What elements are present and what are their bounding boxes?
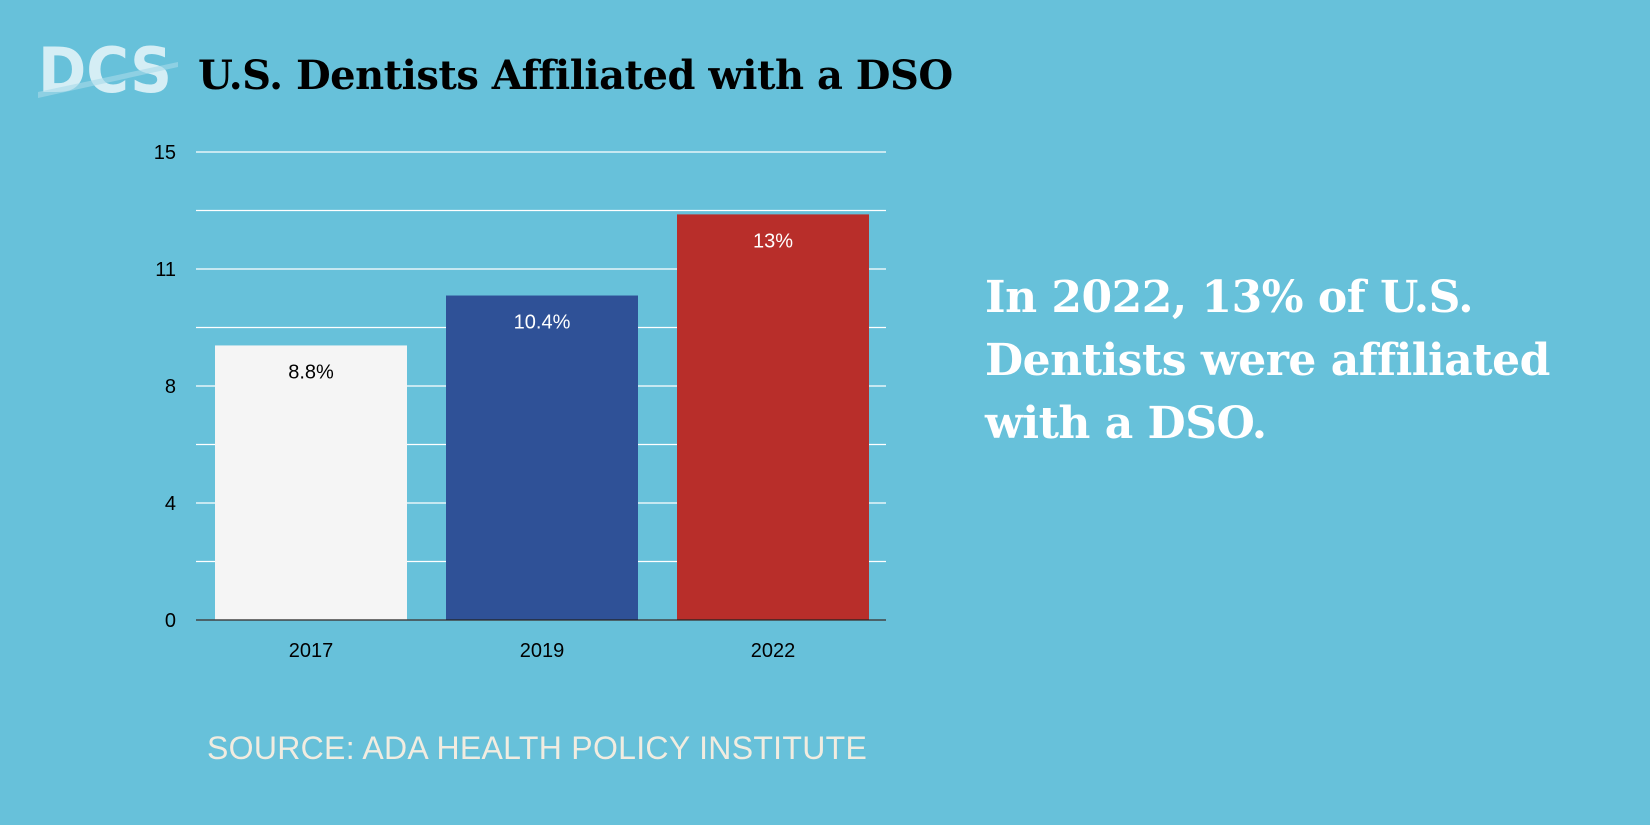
data-label-2019: 10.4% bbox=[514, 312, 571, 334]
source-note: SOURCE: ADA HEALTH POLICY INSTITUTE bbox=[207, 730, 868, 766]
chart-title: U.S. Dentists Affiliated with a DSO bbox=[198, 52, 953, 99]
y-tick-label: 8 bbox=[165, 376, 176, 398]
y-tick-label: 11 bbox=[155, 259, 176, 281]
callout-text: In 2022, 13% of U.S. Dentists were affil… bbox=[985, 272, 1550, 449]
x-tick-label: 2022 bbox=[751, 640, 796, 662]
bar-chart: 0 4 8 11 15 8.8% 2017 10.4% 2019 13% 2022 bbox=[154, 142, 886, 662]
bar-2017 bbox=[215, 345, 407, 620]
y-tick-label: 15 bbox=[154, 142, 176, 164]
bar-2022 bbox=[677, 214, 869, 620]
y-tick-label: 0 bbox=[165, 610, 176, 632]
x-tick-label: 2019 bbox=[520, 640, 565, 662]
data-label-2017: 8.8% bbox=[288, 361, 334, 383]
dcs-logo: DCS bbox=[38, 40, 178, 100]
data-label-2022: 13% bbox=[753, 230, 793, 252]
y-tick-label: 4 bbox=[165, 493, 176, 515]
x-tick-label: 2017 bbox=[289, 640, 334, 662]
bar-2019 bbox=[446, 295, 638, 620]
